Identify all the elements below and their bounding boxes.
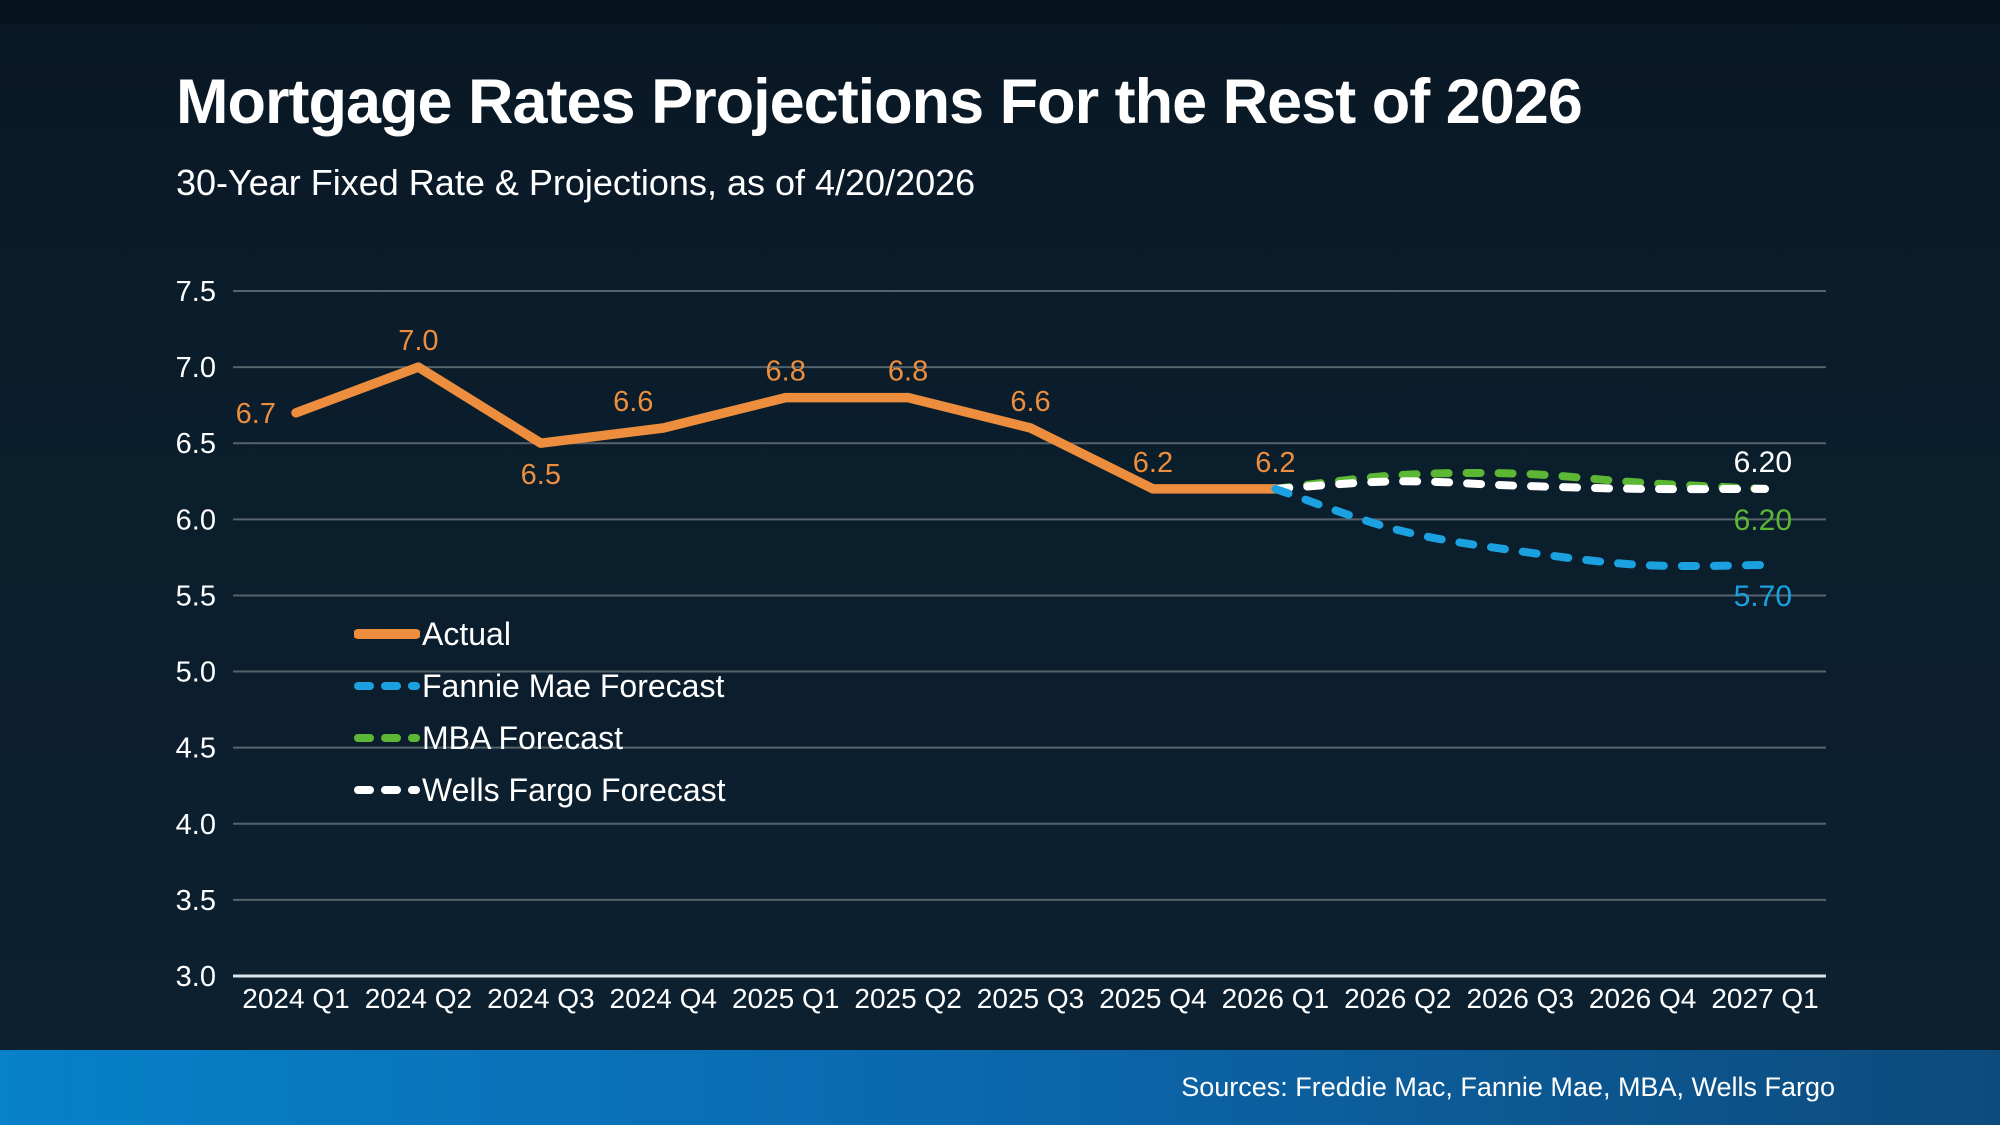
- y-tick-label: 4.0: [176, 809, 216, 841]
- legend-item-actual: Actual: [354, 608, 726, 660]
- legend-swatch-icon: [354, 786, 420, 794]
- footer-bar: Sources: Freddie Mac, Fannie Mae, MBA, W…: [0, 1050, 2000, 1125]
- x-tick-label: 2026 Q2: [1344, 983, 1451, 1014]
- sources-text: Sources: Freddie Mac, Fannie Mae, MBA, W…: [1181, 1072, 1835, 1102]
- y-tick-label: 5.0: [176, 657, 216, 689]
- page-subtitle: 30-Year Fixed Rate & Projections, as of …: [176, 162, 976, 203]
- series-line-mba-forecast: [1271, 468, 1769, 493]
- data-label: 6.2: [1255, 447, 1295, 479]
- x-tick-label: 2024 Q3: [487, 983, 594, 1014]
- x-tick-label: 2025 Q2: [854, 983, 961, 1014]
- y-tick-label: 5.5: [176, 580, 216, 612]
- end-label-mba-forecast: 6.20: [1734, 504, 1792, 537]
- end-label-wells-fargo-forecast: 6.20: [1734, 446, 1792, 479]
- y-tick-label: 3.0: [176, 961, 216, 993]
- legend-label: Actual: [422, 615, 511, 652]
- x-tick-label: 2025 Q4: [1099, 983, 1206, 1014]
- legend-item-mba-forecast: MBA Forecast: [354, 712, 726, 764]
- legend-label: MBA Forecast: [422, 719, 623, 756]
- data-label: 6.6: [1010, 386, 1050, 418]
- data-label: 6.8: [888, 356, 928, 388]
- legend-swatch-icon: [354, 629, 420, 639]
- y-tick-label: 6.0: [176, 504, 216, 536]
- series-line-fannie-mae-forecast: [1271, 484, 1769, 571]
- data-label: 6.7: [236, 398, 276, 430]
- data-label: 6.8: [766, 356, 806, 388]
- x-tick-label: 2024 Q1: [242, 983, 349, 1014]
- page-title: Mortgage Rates Projections For the Rest …: [176, 67, 1583, 137]
- x-tick-label: 2025 Q3: [977, 983, 1084, 1014]
- legend-swatch-icon: [354, 734, 420, 742]
- end-label-fannie-mae-forecast: 5.70: [1734, 580, 1792, 613]
- data-label: 6.6: [613, 386, 653, 418]
- series-line-actual: [291, 362, 1281, 494]
- data-label: 7.0: [398, 325, 438, 357]
- y-tick-label: 7.5: [176, 276, 216, 308]
- y-tick-label: 7.0: [176, 352, 216, 384]
- x-tick-label: 2027 Q1: [1711, 983, 1818, 1014]
- chart-legend: Actual Fannie Mae Forecast MBA Forecast Wel…: [354, 608, 726, 816]
- y-tick-label: 3.5: [176, 885, 216, 917]
- data-label: 6.2: [1133, 447, 1173, 479]
- y-tick-label: 6.5: [176, 428, 216, 460]
- legend-label: Fannie Mae Forecast: [422, 667, 725, 704]
- x-tick-label: 2026 Q4: [1589, 983, 1696, 1014]
- legend-item-wells-fargo-forecast: Wells Fargo Forecast: [354, 764, 726, 816]
- x-tick-label: 2026 Q1: [1222, 983, 1329, 1014]
- top-strip: [0, 0, 2000, 24]
- legend-label: Wells Fargo Forecast: [422, 771, 726, 808]
- x-tick-label: 2024 Q2: [365, 983, 472, 1014]
- y-tick-label: 4.5: [176, 733, 216, 765]
- data-label: 6.5: [521, 459, 561, 491]
- x-tick-label: 2025 Q1: [732, 983, 839, 1014]
- x-tick-label: 2026 Q3: [1466, 983, 1573, 1014]
- legend-item-fannie-mae-forecast: Fannie Mae Forecast: [354, 660, 726, 712]
- x-tick-label: 2024 Q4: [610, 983, 717, 1014]
- legend-swatch-icon: [354, 682, 420, 690]
- series-line-wells-fargo-forecast: [1271, 477, 1769, 494]
